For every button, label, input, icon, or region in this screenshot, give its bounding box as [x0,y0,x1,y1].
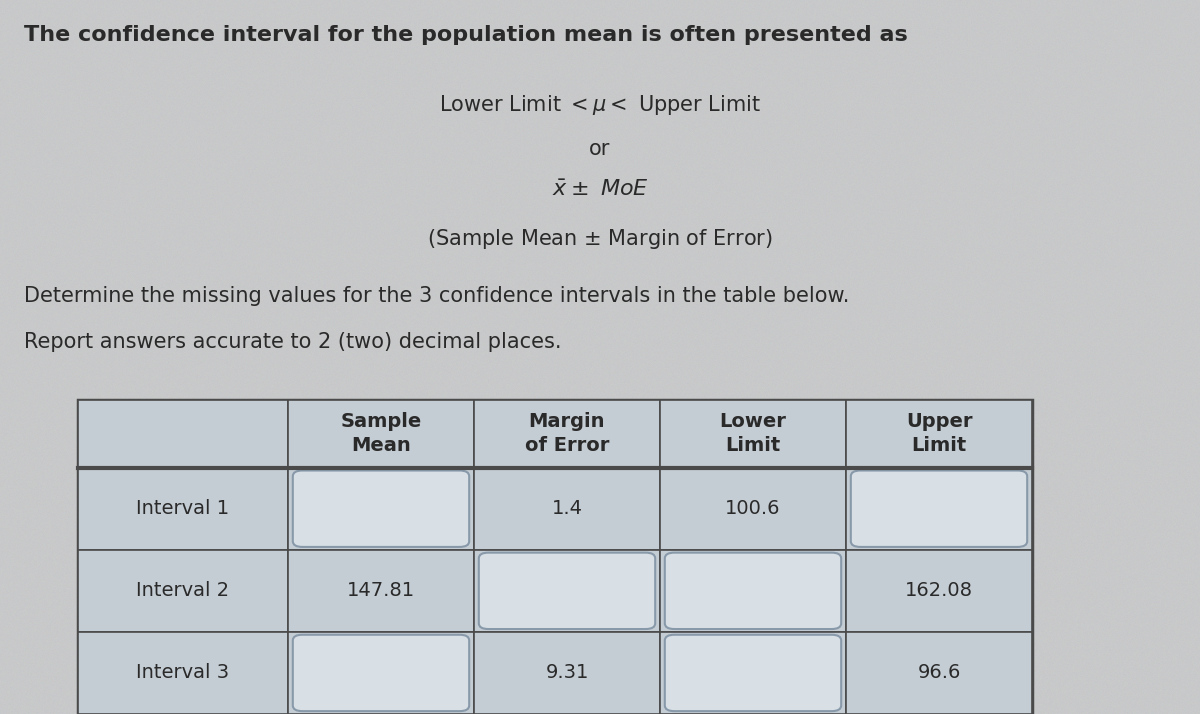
Text: Interval 3: Interval 3 [137,663,229,683]
Bar [474,550,660,632]
Text: 1.4: 1.4 [552,499,582,518]
Bar [846,400,1032,468]
Text: Interval 2: Interval 2 [137,581,229,600]
Text: Report answers accurate to 2 (two) decimal places.: Report answers accurate to 2 (two) decim… [24,332,562,352]
Bar [474,468,660,550]
Bar [78,632,288,714]
Bar [846,632,1032,714]
Text: Upper
Limit: Upper Limit [906,412,972,456]
Bar [288,400,474,468]
Text: Lower
Limit: Lower Limit [720,412,786,456]
Text: Interval 1: Interval 1 [137,499,229,518]
Text: Determine the missing values for the 3 confidence intervals in the table below.: Determine the missing values for the 3 c… [24,286,850,306]
Bar [474,400,660,468]
FancyBboxPatch shape [293,471,469,547]
Text: Sample
Mean: Sample Mean [341,412,421,456]
Text: 100.6: 100.6 [725,499,781,518]
Text: 96.6: 96.6 [917,663,961,683]
FancyBboxPatch shape [479,553,655,629]
FancyBboxPatch shape [293,635,469,711]
Bar [78,400,1032,714]
Text: 147.81: 147.81 [347,581,415,600]
Text: 9.31: 9.31 [545,663,589,683]
Text: Lower Limit $< \mu <$ Upper Limit: Lower Limit $< \mu <$ Upper Limit [439,93,761,117]
Bar [78,550,288,632]
Bar [474,632,660,714]
FancyBboxPatch shape [665,635,841,711]
Text: $\bar{x} \pm$ MoE: $\bar{x} \pm$ MoE [552,180,648,201]
Bar [846,550,1032,632]
Text: 162.08: 162.08 [905,581,973,600]
Bar [660,468,846,550]
Text: Margin
of Error: Margin of Error [524,412,610,456]
FancyBboxPatch shape [665,553,841,629]
Text: The confidence interval for the population mean is often presented as: The confidence interval for the populati… [24,25,907,45]
Text: or: or [589,139,611,159]
Bar [660,632,846,714]
Bar [660,550,846,632]
FancyBboxPatch shape [851,471,1027,547]
Bar [78,468,288,550]
Bar [288,632,474,714]
Bar [78,400,288,468]
Bar [288,550,474,632]
Bar [288,468,474,550]
Text: (Sample Mean $\pm$ Margin of Error): (Sample Mean $\pm$ Margin of Error) [427,227,773,251]
Bar [846,468,1032,550]
Bar [660,400,846,468]
